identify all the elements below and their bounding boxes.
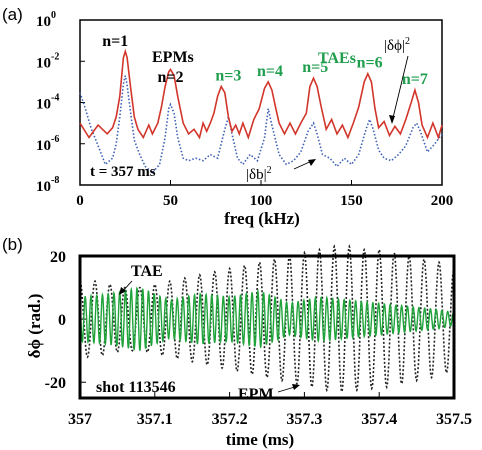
spectrum-y-tick-label: 100 [36, 10, 56, 30]
timetrace-x-tick-label: 357 [68, 411, 92, 428]
mode-label: n=7 [402, 71, 428, 88]
timetrace-y-tick-label: -20 [45, 375, 66, 392]
tae-annotation: TAE [131, 263, 163, 280]
tae-arrow-head [119, 287, 126, 295]
epm-annotation: EPM [238, 386, 274, 403]
timetrace-plot: 200-20 357 357.1 357.2 357.3 357.4 357.5 TAE … [25, 244, 472, 449]
mode-label: n=1 [102, 33, 128, 50]
spectrum-x-tick-label: 50 [163, 193, 178, 209]
spectrum-x-axis-label: freq (kHz) [224, 209, 300, 228]
tae-trace-line [79, 286, 455, 351]
mode-label: n=5 [302, 59, 328, 76]
dphi-arrow [391, 55, 409, 123]
epm-arrow-head [292, 384, 300, 390]
timetrace-x-tick-label: 357.1 [137, 411, 173, 428]
spectrum-x-tick-label: 200 [431, 193, 454, 209]
time-label: t = 357 ms [90, 164, 156, 180]
shot-label: shot 113546 [96, 379, 176, 396]
mode-label: n=3 [215, 67, 241, 84]
panel-a-label: (a) [2, 5, 23, 24]
spectrum-x-tick-label: 0 [76, 193, 84, 209]
tae-group-label: TAEs [318, 50, 356, 67]
timetrace-y-axis-label: δϕ (rad.) [25, 294, 44, 359]
mode-label: n=2 [157, 69, 183, 86]
spectrum-y-tick-label: 10-8 [36, 175, 59, 195]
dphi-spectrum-line [79, 48, 443, 141]
timetrace-x-tick-label: 357.2 [212, 411, 248, 428]
timetrace-y-tick-label: 20 [50, 249, 66, 266]
db-arrow-head [308, 159, 316, 166]
timetrace-plot-frame [78, 254, 456, 400]
spectrum-y-ticks: 100 10-2 10-4 10-6 10-8 [36, 10, 85, 195]
timetrace-x-tick-label: 357.3 [286, 411, 322, 428]
spectrum-y-tick-label: 10-2 [36, 51, 59, 71]
timetrace-x-tick-label: 357.5 [436, 411, 472, 428]
epm-group-label: EPMs [152, 49, 194, 66]
db-series-label: |δb|2 [246, 165, 272, 183]
spectrum-y-tick-label: 10-4 [36, 93, 59, 113]
db-series-exponent: 2 [267, 165, 272, 176]
mode-labels: n=1 n=2 n=3 n=4 n=5 n=6 n=7 [102, 33, 428, 88]
db-series-name: |δb| [246, 167, 267, 183]
timetrace-y-tick-label: 0 [58, 312, 66, 329]
timetrace-y-ticks: 20 0 -20 [45, 249, 86, 392]
timetrace-x-axis-label: time (ms) [226, 430, 294, 449]
mode-label: n=4 [257, 63, 283, 80]
timetrace-x-tick-label: 357.4 [361, 411, 397, 428]
db-spectrum-line [79, 75, 443, 174]
dphi-series-exponent: 2 [405, 36, 410, 47]
spectrum-x-tick-label: 100 [250, 193, 273, 209]
dphi-series-name: |δϕ| [384, 38, 405, 54]
dphi-arrow-head [389, 115, 395, 124]
timetrace-x-ticks: 357 357.1 357.2 357.3 357.4 357.5 [68, 392, 472, 428]
panel-b-label: (b) [2, 235, 23, 254]
spectrum-y-tick-label: 10-6 [36, 134, 59, 154]
spectrum-x-ticks: 0 50 100 150 200 [76, 180, 453, 209]
mode-label: n=6 [357, 55, 383, 72]
dphi-series-label: |δϕ|2 [384, 36, 410, 54]
spectrum-x-tick-label: 150 [340, 193, 363, 209]
